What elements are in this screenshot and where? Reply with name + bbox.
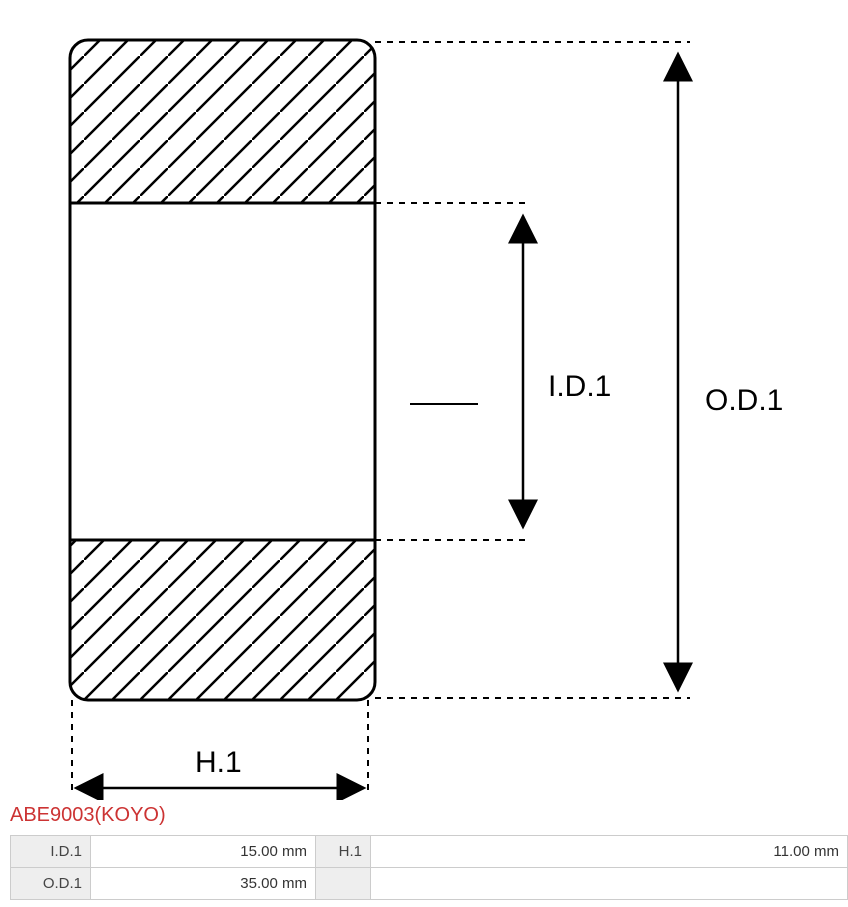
spec-value [371,868,848,900]
spec-label: O.D.1 [11,868,91,900]
label-h1: H.1 [195,746,242,779]
table-row: I.D.1 15.00 mm H.1 11.00 mm [11,836,848,868]
spec-value: 15.00 mm [91,836,316,868]
spec-label: H.1 [316,836,371,868]
label-id1: I.D.1 [548,370,611,403]
spec-value: 35.00 mm [91,868,316,900]
spec-label: I.D.1 [11,836,91,868]
spec-value: 11.00 mm [371,836,848,868]
bearing-cross-section-diagram: I.D.1 O.D.1 H.1 [0,0,848,800]
label-od1: O.D.1 [705,384,783,417]
specs-table: I.D.1 15.00 mm H.1 11.00 mm O.D.1 35.00 … [10,835,848,900]
spec-label [316,868,371,900]
table-row: O.D.1 35.00 mm [11,868,848,900]
product-title: ABE9003(KOYO) [0,800,848,835]
